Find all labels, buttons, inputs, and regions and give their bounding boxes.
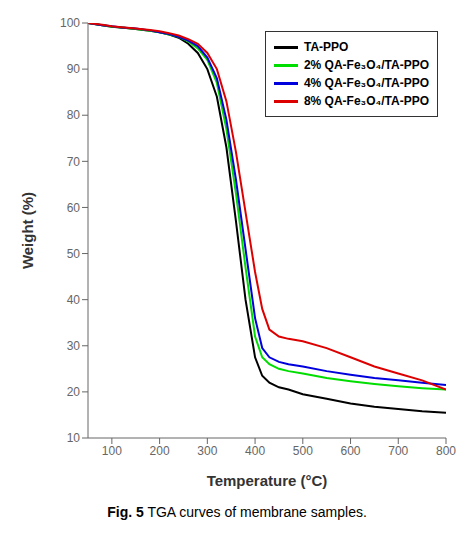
svg-text:700: 700	[388, 444, 408, 458]
html-text:4% QA-Fe₃O₄/TA-PPO: 4% QA-Fe₃O₄/TA-PPO	[303, 76, 429, 90]
svg-text:200: 200	[150, 444, 170, 458]
svg-text:50: 50	[67, 247, 81, 261]
html-text:TA-PPO: TA-PPO	[303, 40, 349, 54]
svg-text:10: 10	[67, 431, 81, 445]
html-text:2% QA-Fe₃O₄/TA-PPO: 2% QA-Fe₃O₄/TA-PPO	[303, 58, 429, 72]
svg-text:70: 70	[67, 155, 81, 169]
svg-text:600: 600	[341, 444, 361, 458]
svg-text:100: 100	[60, 16, 80, 30]
svg-text:800: 800	[436, 444, 456, 458]
html-text:8% QA-Fe₃O₄/TA-PPO: 8% QA-Fe₃O₄/TA-PPO	[303, 94, 429, 108]
svg-text:500: 500	[293, 444, 313, 458]
svg-text:30: 30	[67, 339, 81, 353]
svg-text:Temperature (°C): Temperature (°C)	[207, 472, 328, 489]
svg-text:80: 80	[67, 108, 81, 122]
html-text:Fig. 5 TGA curves of membrane: Fig. 5 TGA curves of membrane samples.	[107, 504, 367, 520]
svg-text:Weight (%): Weight (%)	[19, 192, 36, 269]
svg-text:300: 300	[197, 444, 217, 458]
svg-text:90: 90	[67, 62, 81, 76]
svg-text:100: 100	[102, 444, 122, 458]
svg-text:400: 400	[245, 444, 265, 458]
svg-text:60: 60	[67, 201, 81, 215]
svg-text:20: 20	[67, 385, 81, 399]
svg-text:40: 40	[67, 293, 81, 307]
